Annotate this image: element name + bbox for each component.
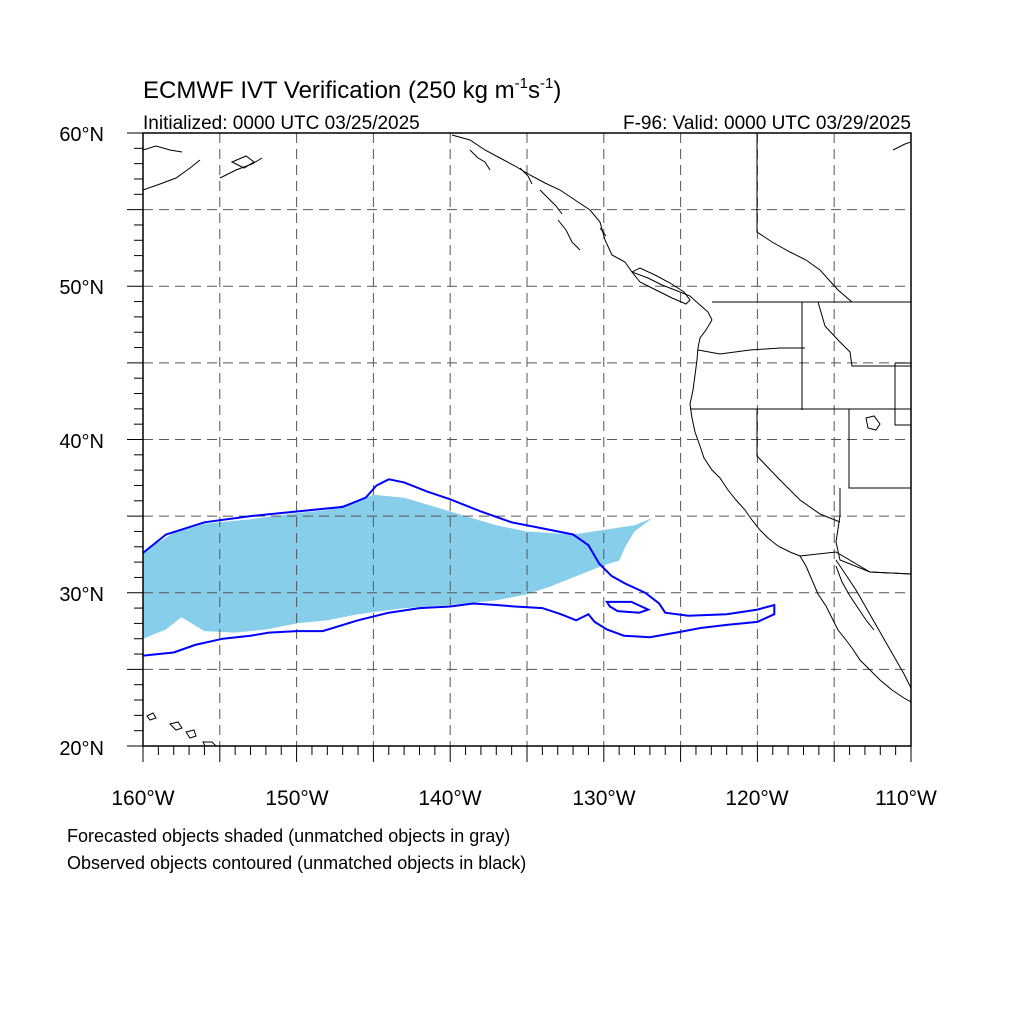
lon-label-110w: 110°W bbox=[875, 787, 937, 810]
coastline-alaska-canada bbox=[451, 134, 713, 321]
observed-objects-layer bbox=[143, 478, 776, 657]
island-oahu-maui bbox=[169, 721, 197, 739]
longitude-labels: 160°W 150°W 140°W 130°W 120°W 110°W bbox=[111, 787, 937, 810]
border-washington-oregon bbox=[697, 347, 805, 355]
coastline-mexico-mainland bbox=[835, 559, 911, 689]
lat-label-20n: 20°N bbox=[59, 738, 104, 760]
coastline-gulf-of-california bbox=[835, 565, 911, 703]
border-nevada-east bbox=[848, 409, 911, 489]
lon-label-140w: 140°W bbox=[418, 787, 481, 810]
border-us-mexico bbox=[799, 551, 911, 575]
island-st-lawrence bbox=[230, 155, 255, 169]
coastline-vancouver-island bbox=[631, 267, 691, 305]
lon-label-120w: 120°W bbox=[725, 787, 788, 810]
valid-time: F-96: Valid: 0000 UTC 03/29/2025 bbox=[623, 113, 911, 134]
footnote-forecast: Forecasted objects shaded (unmatched obj… bbox=[67, 826, 510, 846]
coastline-bering-region bbox=[143, 145, 263, 191]
island-hawaii bbox=[202, 741, 217, 746]
lake-great-salt bbox=[865, 415, 881, 431]
lon-label-150w: 150°W bbox=[265, 787, 328, 810]
coastline-alaska-islands bbox=[469, 149, 607, 251]
axis-ticks bbox=[127, 132, 912, 762]
lat-label-60n: 60°N bbox=[59, 124, 104, 146]
coastline-pacific-northwest bbox=[689, 319, 801, 557]
lon-label-160w: 160°W bbox=[111, 787, 174, 810]
observed-ivt-contour-loop bbox=[605, 600, 652, 614]
forecast-ivt-object bbox=[143, 494, 653, 639]
coastlines-and-borders bbox=[143, 133, 911, 746]
figure-title: ECMWF IVT Verification (250 kg m-1s-1) bbox=[143, 75, 561, 104]
lat-label-40n: 40°N bbox=[59, 431, 104, 453]
border-nevada-california bbox=[756, 409, 841, 523]
forecast-objects-layer bbox=[143, 494, 653, 639]
coastline-hudson-edge bbox=[892, 141, 911, 151]
observed-ivt-contour bbox=[143, 478, 776, 657]
map-plot-area bbox=[143, 133, 911, 746]
lat-lon-gridlines bbox=[143, 133, 911, 746]
initialized-time: Initialized: 0000 UTC 03/25/2025 bbox=[143, 113, 420, 134]
footnote-observed: Observed objects contoured (unmatched ob… bbox=[67, 853, 526, 873]
coastline-baja-california bbox=[799, 555, 853, 649]
border-wyoming bbox=[894, 362, 911, 426]
island-kauai bbox=[146, 712, 157, 721]
border-montana bbox=[817, 301, 911, 367]
border-arizona bbox=[835, 488, 911, 575]
lat-label-30n: 30°N bbox=[59, 584, 104, 606]
border-canada-alaska bbox=[756, 133, 853, 303]
latitude-labels: 60°N 50°N 40°N 30°N 20°N bbox=[59, 124, 104, 760]
lat-label-50n: 50°N bbox=[59, 277, 104, 299]
lon-label-130w: 130°W bbox=[572, 787, 635, 810]
